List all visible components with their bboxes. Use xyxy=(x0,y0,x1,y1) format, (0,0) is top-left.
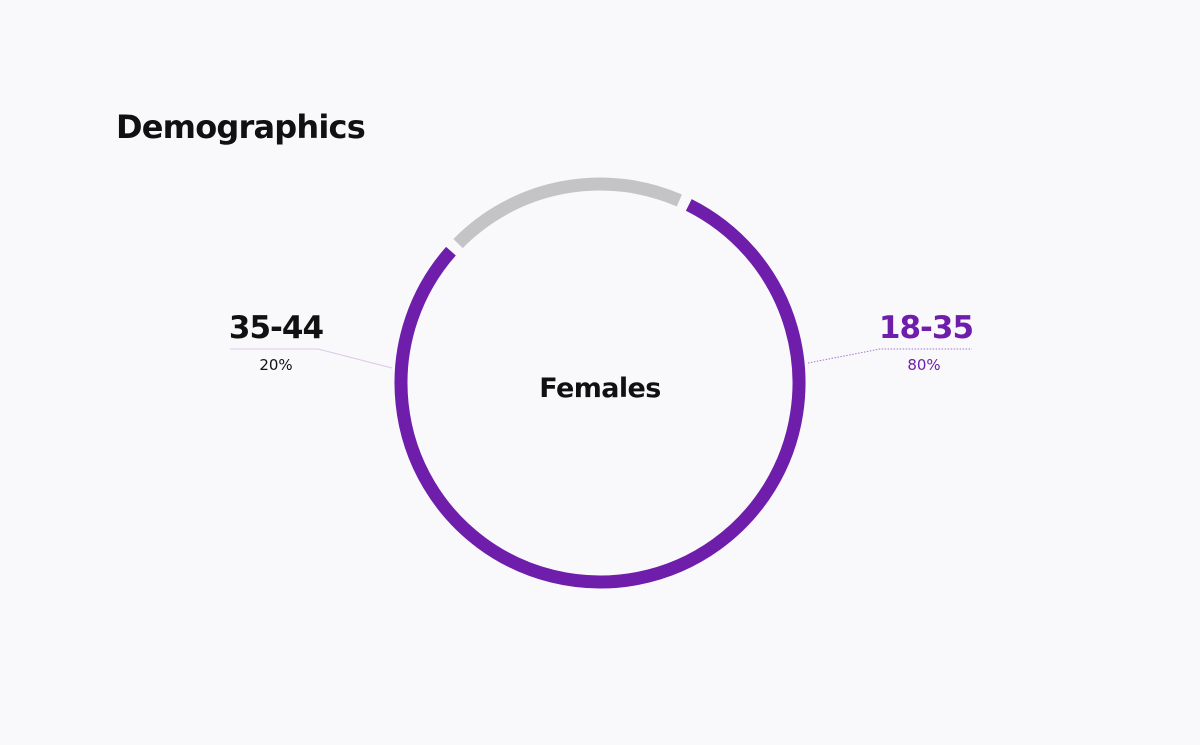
page-title: Demographics xyxy=(116,108,366,146)
slice-percent-18-35: 80% xyxy=(907,356,940,374)
slice-label-18-35: 18-35 xyxy=(879,310,973,346)
donut-slices xyxy=(394,177,806,589)
leader-lines xyxy=(230,348,972,369)
leader-line-18-35 xyxy=(807,348,972,364)
leader-line-35-44 xyxy=(230,348,393,369)
slice-label-35-44: 35-44 xyxy=(229,310,324,346)
slice-18-35 xyxy=(394,199,806,589)
slice-35-44 xyxy=(453,177,682,249)
slice-percent-35-44: 20% xyxy=(259,356,292,374)
center-label: Females xyxy=(539,373,660,404)
